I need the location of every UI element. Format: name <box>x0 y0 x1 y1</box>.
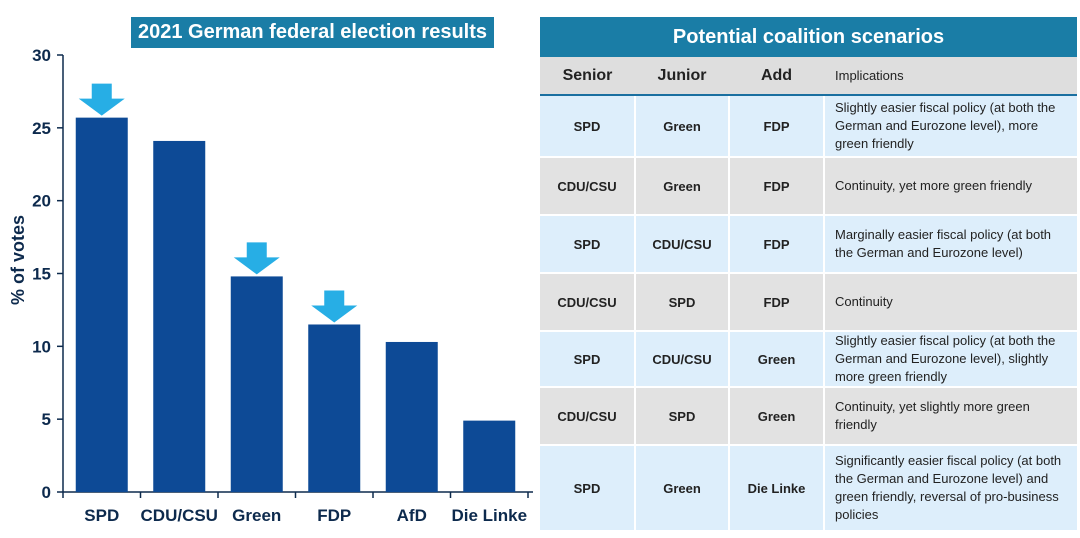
bar-fdp <box>308 324 361 492</box>
x-tick-label: Die Linke <box>451 506 527 525</box>
bar-chart: 0 5 10 15 20 25 30 SPD CDU/CSU Green FDP AfD Die Li… <box>8 46 533 525</box>
cell-junior: CDU/CSU <box>635 215 730 274</box>
cell-junior: SPD <box>635 273 730 332</box>
header-implications: Implications <box>824 57 1077 96</box>
y-tick-label: 30 <box>32 46 51 65</box>
down-arrow-icon <box>311 290 358 323</box>
x-tick-label: AfD <box>397 506 427 525</box>
table-row: CDU/CSU Green FDP Continuity, yet more gree… <box>540 157 1077 216</box>
table-header-row: Senior Junior Add Implications <box>540 57 1077 96</box>
cell-senior: CDU/CSU <box>540 387 636 446</box>
y-tick-label: 0 <box>42 483 51 502</box>
header-senior: Senior <box>540 57 635 96</box>
table-title: Potential coalition scenarios <box>540 17 1077 57</box>
table-row: SPD Green FDP Slightly easier fiscal policy… <box>540 95 1077 158</box>
bar-afd <box>385 341 438 492</box>
chart-title: 2021 German federal election results <box>131 17 494 48</box>
x-tick-label: CDU/CSU <box>141 506 218 525</box>
y-tick-label: 10 <box>32 337 51 356</box>
cell-add: FDP <box>729 95 825 158</box>
cell-add: Die Linke <box>729 445 825 532</box>
table-row: SPD Green Die Linke Significantly easier fi… <box>540 445 1077 532</box>
header-junior: Junior <box>635 57 729 96</box>
cell-implications: Slightly easier fiscal policy (at both t… <box>824 331 1077 388</box>
x-tick-label: FDP <box>317 506 351 525</box>
cell-add: FDP <box>729 215 825 274</box>
cell-junior: Green <box>635 95 730 158</box>
bar-die-linke <box>463 420 516 492</box>
table-row: CDU/CSU SPD Green Continuity, yet slightly … <box>540 387 1077 446</box>
cell-add: Green <box>729 387 825 446</box>
y-tick-label: 5 <box>42 410 51 429</box>
table-body: SPD Green FDP Slightly easier fiscal policy… <box>540 95 1077 532</box>
cell-senior: SPD <box>540 331 636 388</box>
bar-spd <box>75 117 128 493</box>
y-axis-label: % of votes <box>8 215 28 305</box>
cell-add: Green <box>729 331 825 388</box>
cell-add: FDP <box>729 273 825 332</box>
table-row: SPD CDU/CSU Green Slightly easier fiscal po… <box>540 331 1077 388</box>
coalition-table: Senior Junior Add Implications SPD Green F… <box>540 57 1077 532</box>
cell-junior: Green <box>635 157 730 216</box>
cell-implications: Continuity, yet more green friendly <box>824 157 1077 216</box>
cell-senior: SPD <box>540 215 636 274</box>
table-row: CDU/CSU SPD FDP Continuity <box>540 273 1077 332</box>
table-row: SPD CDU/CSU FDP Marginally easier fiscal po… <box>540 215 1077 274</box>
x-tick-label: Green <box>232 506 281 525</box>
y-tick-label: 15 <box>32 265 51 284</box>
cell-implications: Continuity, yet slightly more green frie… <box>824 387 1077 446</box>
y-axis: 0 5 10 15 20 25 30 <box>32 46 64 502</box>
x-axis: SPD CDU/CSU Green FDP AfD Die Linke <box>62 491 533 525</box>
cell-add: FDP <box>729 157 825 216</box>
down-arrow-icon <box>233 242 280 275</box>
cell-senior: CDU/CSU <box>540 273 636 332</box>
cell-implications: Significantly easier fiscal policy (at b… <box>824 445 1077 532</box>
cell-senior: SPD <box>540 445 636 532</box>
cell-junior: SPD <box>635 387 730 446</box>
cell-junior: Green <box>635 445 730 532</box>
bar-green <box>230 276 283 492</box>
bar-cdu-csu <box>153 140 206 492</box>
highlight-arrows <box>78 83 358 323</box>
cell-senior: CDU/CSU <box>540 157 636 216</box>
cell-junior: CDU/CSU <box>635 331 730 388</box>
coalition-table-panel: Potential coalition scenarios Senior Jun… <box>540 17 1077 532</box>
cell-senior: SPD <box>540 95 636 158</box>
cell-implications: Continuity <box>824 273 1077 332</box>
cell-implications: Marginally easier fiscal policy (at both… <box>824 215 1077 274</box>
x-tick-label: SPD <box>84 506 119 525</box>
down-arrow-icon <box>78 83 125 116</box>
y-tick-label: 20 <box>32 192 51 211</box>
bars <box>75 117 516 493</box>
cell-implications: Slightly easier fiscal policy (at both t… <box>824 95 1077 158</box>
header-add: Add <box>729 57 824 96</box>
y-tick-label: 25 <box>32 119 51 138</box>
